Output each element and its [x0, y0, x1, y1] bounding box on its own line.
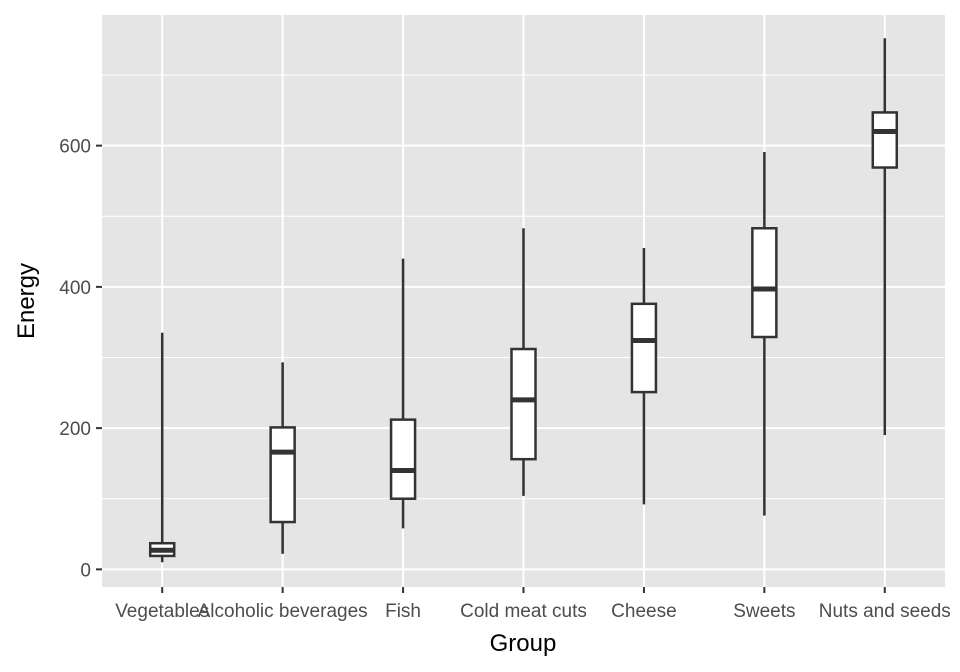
x-tick-label: Cheese: [611, 601, 677, 622]
box-group: [630, 248, 658, 505]
box-iqr: [630, 302, 658, 394]
y-tick-label: 600: [59, 137, 91, 158]
x-tick-label: Fish: [385, 601, 421, 622]
y-tick-label: 0: [80, 560, 91, 581]
x-tick-label: Cold meat cuts: [460, 601, 587, 622]
x-tick-label: Vegetables: [115, 601, 209, 622]
box-series: [148, 38, 899, 563]
x-tick-label: Alcoholic beverages: [198, 601, 368, 622]
box-iqr: [751, 227, 778, 339]
box-iqr: [389, 418, 417, 500]
box-group: [510, 228, 537, 496]
x-axis-title: Group: [490, 630, 557, 657]
x-tick-label: Sweets: [733, 601, 795, 622]
box-iqr: [871, 111, 899, 169]
box-iqr: [269, 426, 296, 524]
x-tick-label: Nuts and seeds: [819, 601, 951, 622]
box-group: [871, 38, 899, 436]
y-axis-title: Energy: [13, 263, 40, 339]
box-group: [269, 362, 296, 554]
box-group: [389, 258, 417, 529]
y-tick-label: 200: [59, 419, 91, 440]
y-axis: 0 200 400 600: [59, 137, 102, 581]
y-tick-label: 400: [59, 278, 91, 299]
box-group: [148, 332, 176, 563]
box-group: [751, 151, 778, 516]
box-iqr: [510, 347, 537, 461]
